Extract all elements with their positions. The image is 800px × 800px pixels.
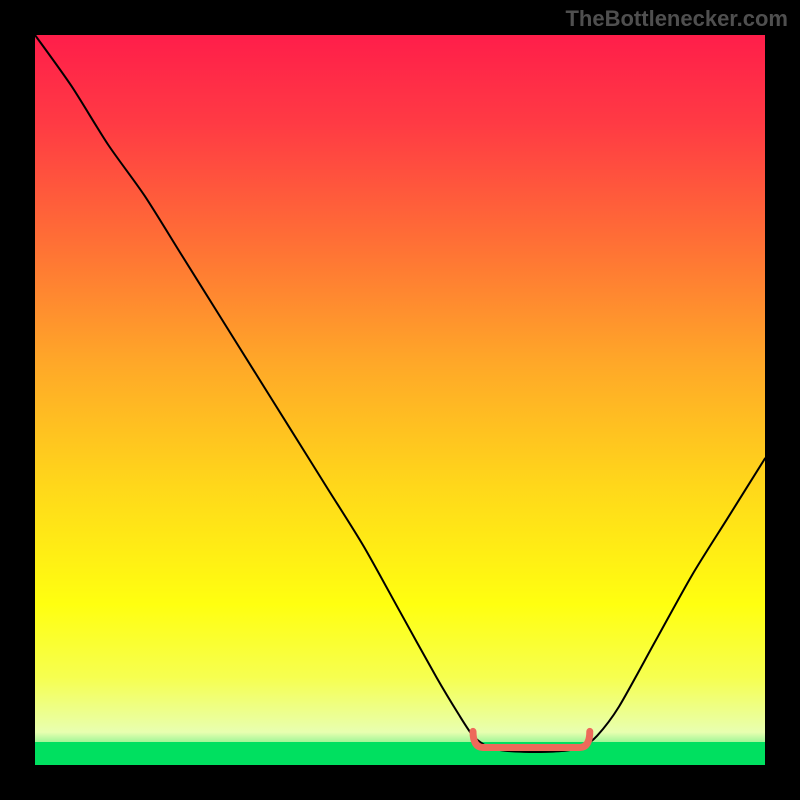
source-label: TheBottlenecker.com [565, 6, 788, 32]
optimal-range-marker [473, 731, 590, 747]
bottleneck-curve [35, 35, 765, 752]
curve-layer [35, 35, 765, 765]
plot-area [35, 35, 765, 765]
bottleneck-chart: TheBottlenecker.com [0, 0, 800, 800]
